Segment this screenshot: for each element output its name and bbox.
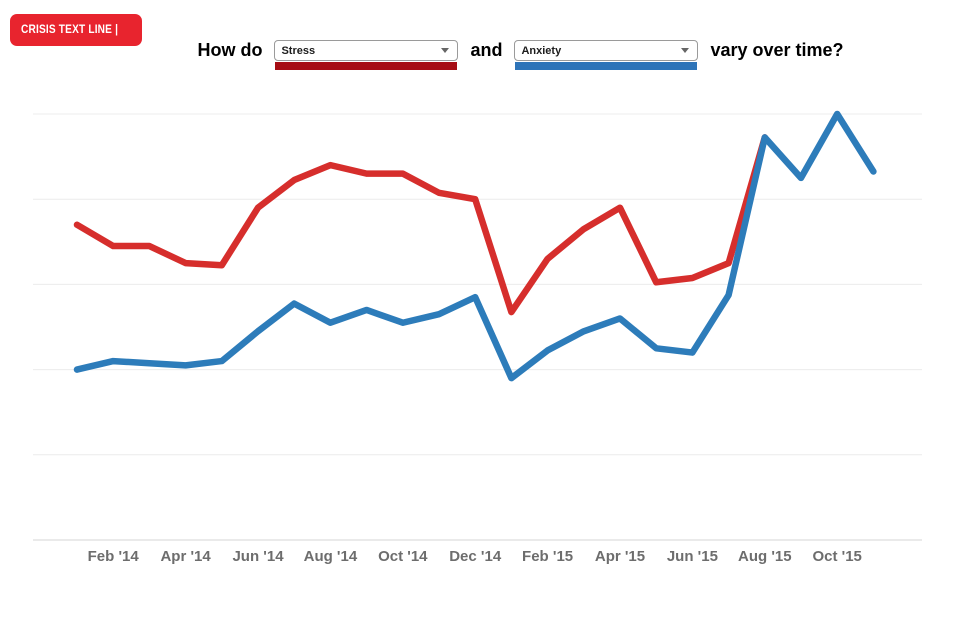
anxiety-select-block: Anxiety [514,40,699,70]
chevron-down-icon [441,48,450,53]
anxiety-line [73,110,877,382]
x-tick-label: Dec '14 [449,548,502,565]
stress-select[interactable]: Stress [274,40,459,61]
stress-underline [275,62,458,70]
x-tick-label: Oct '14 [378,548,428,565]
x-tick-label: Feb '14 [88,548,140,565]
x-tick-label: Jun '15 [667,548,718,565]
crisis-text-line-logo: CRISIS TEXT LINE | [10,14,143,46]
anxiety-select[interactable]: Anxiety [514,40,699,61]
title-conjunction: and [470,40,503,60]
anxiety-select-value: Anxiety [521,44,562,57]
x-tick-label: Aug '14 [304,548,358,565]
x-tick-label: Oct '15 [812,548,861,565]
stress-select-block: Stress [274,40,459,70]
chevron-down-icon [681,48,690,53]
x-tick-label: Apr '15 [595,548,645,565]
x-tick-label: Feb '15 [522,548,573,565]
stress-select-value: Stress [281,44,316,57]
x-tick-label: Apr '14 [160,548,211,565]
x-tick-label: Aug '15 [738,548,792,565]
chart-question-header: How do Stress and Anxiety vary over time… [43,40,955,70]
title-suffix: vary over time? [710,40,844,60]
stress-line [73,134,769,316]
x-tick-label: Jun '14 [232,548,284,565]
title-prefix: How do [197,40,263,60]
logo-text: CRISIS TEXT LINE | [21,24,119,36]
anxiety-underline [515,62,698,70]
